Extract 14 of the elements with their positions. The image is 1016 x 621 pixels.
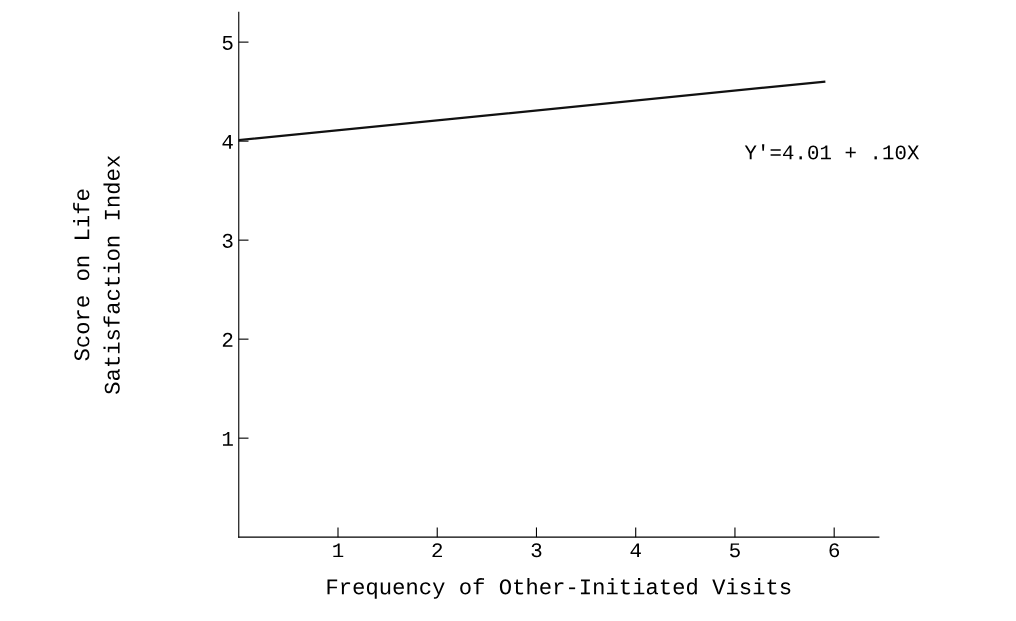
y-tick-label: 2 (222, 332, 233, 347)
y-tick-label: 4 (222, 134, 233, 149)
y-tick-label: 5 (222, 35, 233, 50)
x-tick-label: 1 (333, 543, 344, 558)
x-tick-label: 6 (829, 543, 840, 558)
y-tick-label: 3 (222, 233, 233, 248)
y-tick-label: 1 (222, 431, 233, 446)
annotation: Y'=4.01 + .10X (744, 144, 920, 160)
x-axis-title: Frequency of Other-Initiated Visits (327, 578, 791, 599)
x-tick-label: 5 (730, 543, 740, 558)
x-tick-label: 3 (531, 543, 542, 558)
y-axis-title: Score on Life Satisfaction Index (73, 155, 120, 394)
x-tick-label: 2 (432, 543, 443, 558)
x-tick-label: 4 (630, 543, 641, 558)
